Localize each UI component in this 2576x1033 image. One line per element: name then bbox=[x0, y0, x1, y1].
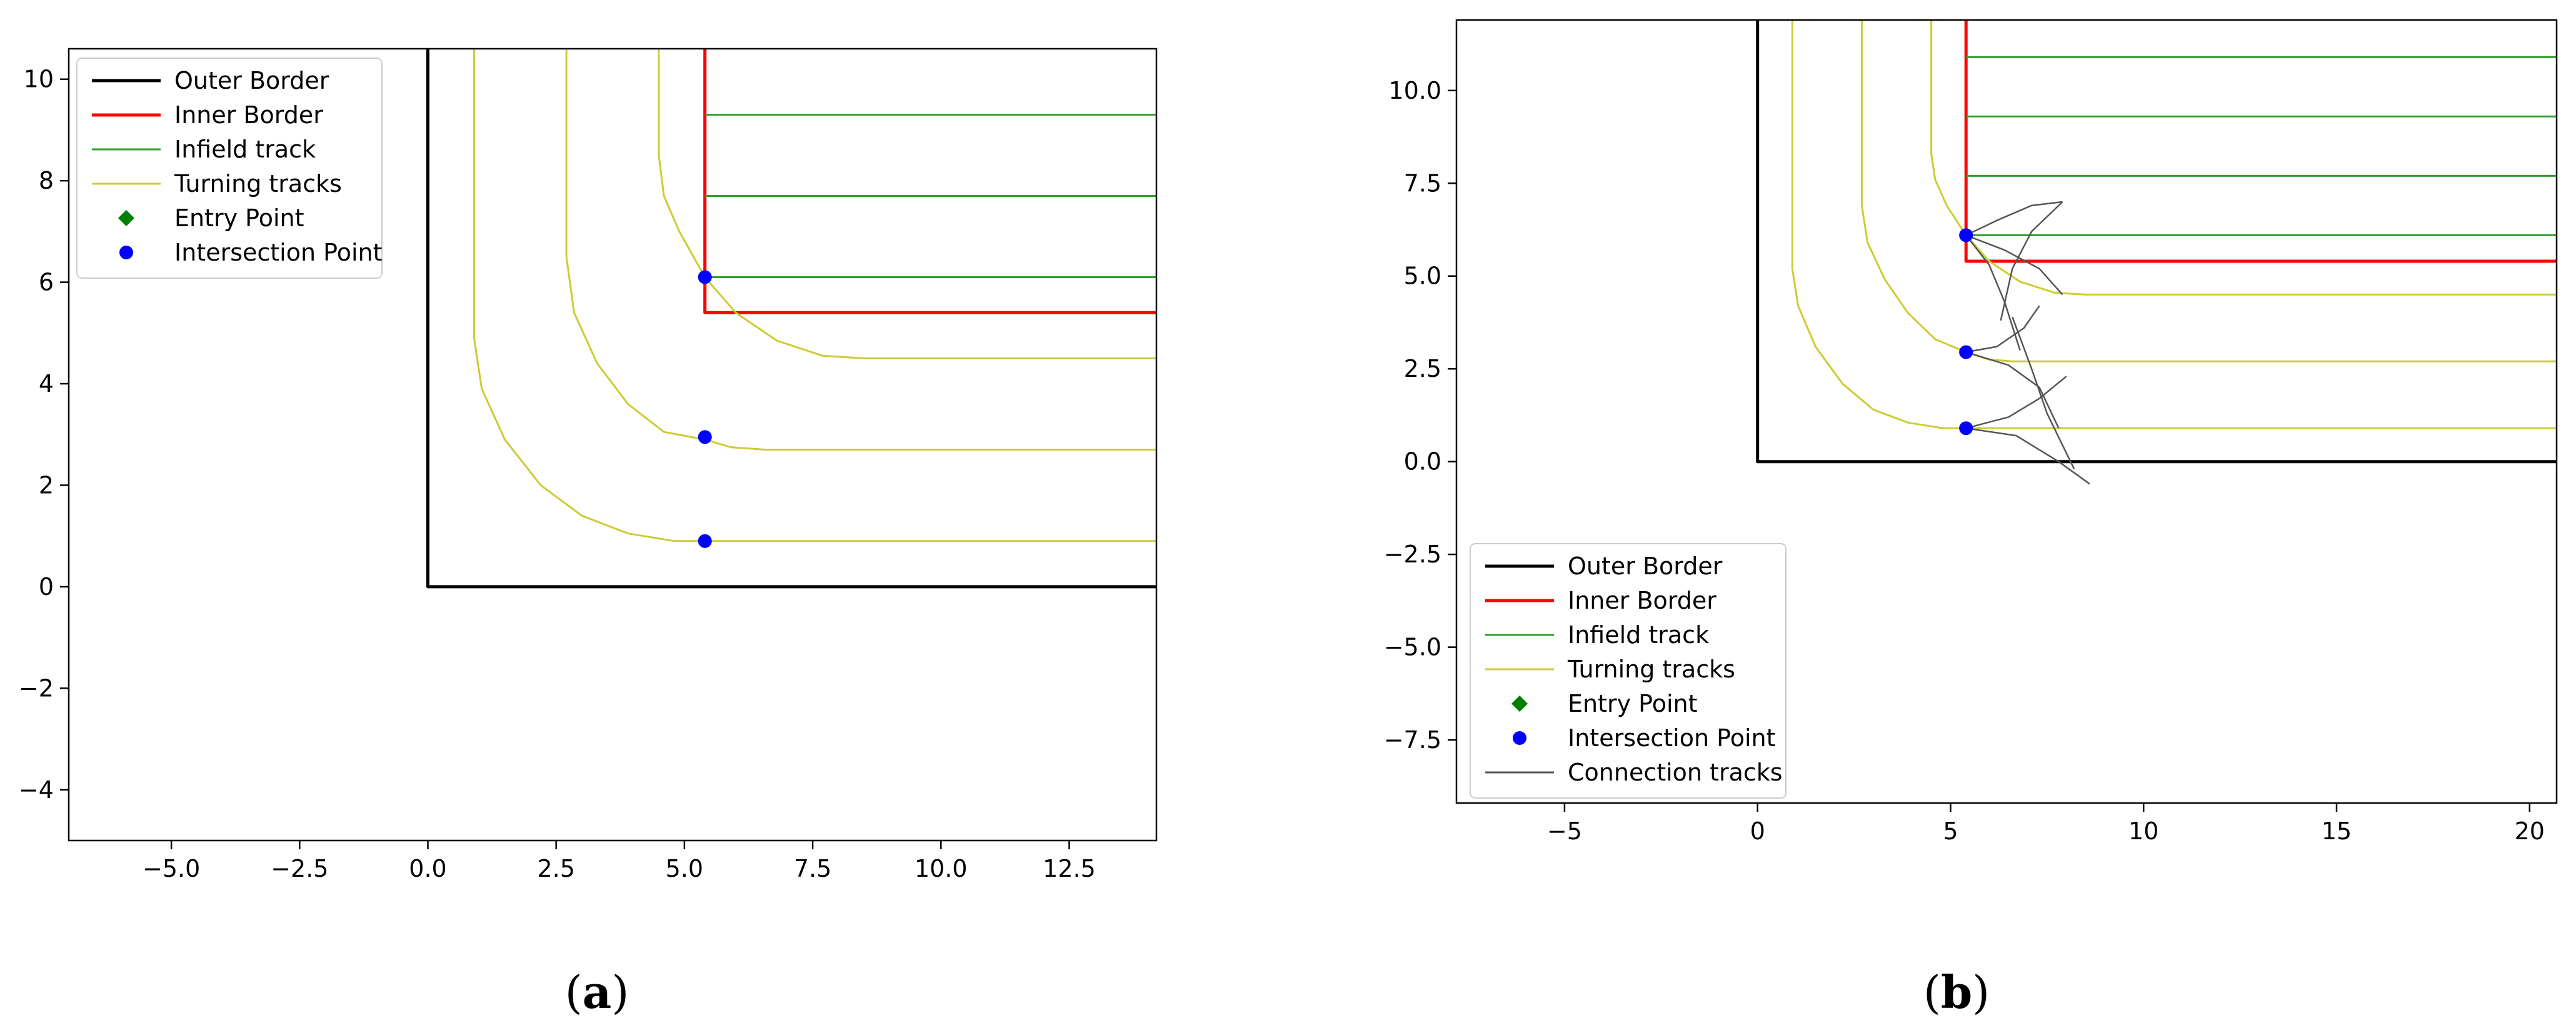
legend: Outer Border Inner Border Infield track Tur… bbox=[1470, 543, 1787, 799]
legend-label: Inner Border bbox=[1568, 587, 1716, 614]
turning-line bbox=[658, 49, 1156, 359]
y-tick-label: 2 bbox=[39, 471, 54, 499]
x-tick-label: 7.5 bbox=[794, 855, 831, 882]
legend: Outer Border Inner Border Infield track Tur… bbox=[76, 57, 383, 279]
connection-line bbox=[1965, 234, 2063, 296]
intersection-point bbox=[1959, 228, 1973, 242]
x-tick-label: 10 bbox=[2128, 817, 2158, 845]
connection-line bbox=[1965, 234, 2021, 351]
turning-line bbox=[565, 49, 1156, 451]
connection-line bbox=[1965, 201, 2063, 236]
caption-a-close: ) bbox=[611, 966, 629, 1019]
caption-a-open: ( bbox=[564, 966, 583, 1019]
x-tick-label: 0.0 bbox=[409, 855, 446, 882]
legend-label: Entry Point bbox=[174, 204, 304, 232]
legend-label: Inner Border bbox=[174, 101, 323, 129]
connection-line bbox=[2012, 316, 2075, 470]
caption-b: (b) bbox=[1923, 966, 1990, 1019]
legend-label: Connection tracks bbox=[1568, 759, 1783, 786]
inner-border-line bbox=[1964, 20, 2557, 263]
axes-frame bbox=[1455, 19, 2558, 804]
legend-swatch bbox=[1513, 731, 1526, 745]
connection-line bbox=[1965, 351, 2060, 429]
caption-a: (a) bbox=[565, 966, 629, 1019]
y-tick-label: −2 bbox=[19, 674, 54, 702]
legend-box bbox=[1470, 543, 1787, 799]
y-tick-label: 0 bbox=[39, 573, 54, 601]
plot-area bbox=[1756, 20, 2557, 485]
intersection-point bbox=[1959, 421, 1973, 436]
legend-label: Entry Point bbox=[1568, 690, 1698, 717]
y-tick-label: −4 bbox=[19, 776, 54, 804]
caption-b-open: ( bbox=[1923, 966, 1941, 1019]
y-tick-label: 6 bbox=[39, 269, 54, 296]
x-tick-label: 20 bbox=[2515, 817, 2545, 845]
x-tick-label: 12.5 bbox=[1043, 855, 1096, 882]
axes-frame bbox=[68, 47, 1158, 842]
turning-line bbox=[1791, 20, 2557, 429]
caption-b-letter: b bbox=[1940, 966, 1973, 1019]
intersection-point bbox=[698, 430, 712, 444]
legend-label: Intersection Point bbox=[1568, 724, 1775, 752]
chart-panel-a: −5.0 −2.5 0.0 2.5 5.0 7.5 10.0 12.5 −4 −2 0 2 4 6 8 10 O… bbox=[19, 47, 1158, 882]
x-tick-label: −5 bbox=[1547, 817, 1582, 845]
y-tick-label: 5.0 bbox=[1404, 262, 1441, 290]
connection-line bbox=[1965, 376, 2067, 429]
y-tick-label: −2.5 bbox=[1384, 541, 1441, 568]
legend-label: Turning tracks bbox=[1567, 656, 1735, 683]
chart-panel-b: −5 0 5 10 15 20 −7.5 −5.0 −2.5 0.0 2.5 5.0 7.5 10.0 Ou… bbox=[1384, 19, 2558, 845]
x-tick-label: 10.0 bbox=[915, 855, 968, 882]
x-tick-label: −2.5 bbox=[271, 855, 328, 882]
plot-area bbox=[426, 49, 1156, 589]
connection-line bbox=[1965, 305, 2040, 353]
legend-swatch bbox=[118, 210, 134, 226]
y-tick-label: −5.0 bbox=[1384, 634, 1441, 661]
legend-label: Turning tracks bbox=[174, 170, 342, 197]
outer-border-line bbox=[426, 49, 1156, 589]
inner-border-line bbox=[703, 49, 1156, 314]
y-tick-label: 10.0 bbox=[1388, 77, 1441, 104]
intersection-point bbox=[698, 270, 712, 284]
legend-label: Outer Border bbox=[174, 67, 329, 94]
x-tick-label: 5.0 bbox=[666, 855, 703, 882]
connection-line bbox=[1966, 427, 2090, 485]
legend-swatch bbox=[119, 246, 133, 259]
legend-label: Intersection Point bbox=[174, 239, 382, 266]
y-tick-label: 10 bbox=[24, 66, 54, 93]
intersection-point bbox=[698, 534, 712, 548]
caption-a-letter: a bbox=[582, 966, 612, 1019]
x-tick-label: 2.5 bbox=[537, 855, 574, 882]
connection-line bbox=[2000, 201, 2063, 321]
y-tick-label: 4 bbox=[39, 370, 54, 397]
intersection-point bbox=[1959, 345, 1973, 359]
legend-label: Outer Border bbox=[1568, 552, 1723, 580]
turning-line bbox=[1930, 20, 2557, 296]
x-tick-label: 15 bbox=[2322, 817, 2352, 845]
y-tick-label: 2.5 bbox=[1404, 355, 1441, 382]
legend-swatch bbox=[1511, 696, 1528, 712]
legend-label: Infield track bbox=[1568, 621, 1709, 649]
x-tick-label: 5 bbox=[1943, 817, 1958, 845]
x-tick-label: −5.0 bbox=[143, 855, 200, 882]
y-tick-label: 8 bbox=[39, 167, 54, 194]
legend-box bbox=[76, 57, 383, 279]
outer-border-line bbox=[1756, 20, 2557, 464]
caption-b-close: ) bbox=[1972, 966, 1990, 1019]
y-tick-label: 7.5 bbox=[1404, 169, 1441, 197]
legend-label: Infield track bbox=[174, 136, 316, 163]
y-tick-label: −7.5 bbox=[1384, 726, 1441, 754]
x-tick-label: 0 bbox=[1750, 817, 1765, 845]
y-tick-label: 0.0 bbox=[1404, 448, 1441, 476]
turning-line bbox=[473, 49, 1156, 542]
turning-line bbox=[1860, 20, 2557, 362]
